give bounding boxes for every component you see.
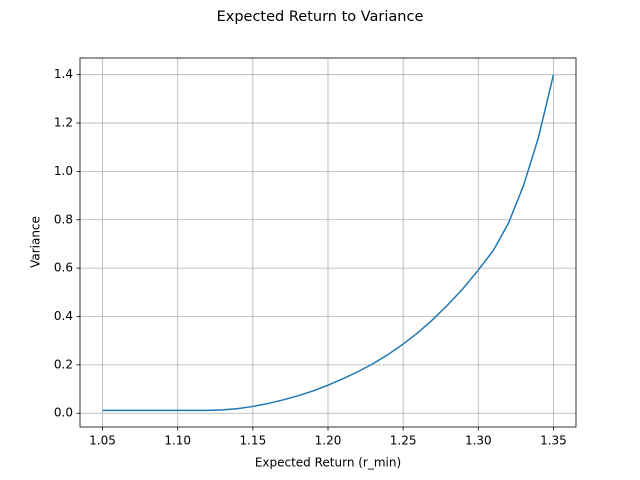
- y-tick-label: 0.0: [54, 406, 73, 420]
- x-tick-label: 1.25: [390, 434, 417, 448]
- x-axis-label: Expected Return (r_min): [255, 456, 401, 470]
- x-tick-label: 1.35: [540, 434, 567, 448]
- chart-title: Expected Return to Variance: [217, 9, 424, 25]
- y-tick-label: 0.4: [54, 309, 73, 323]
- x-tick-label: 1.10: [164, 434, 191, 448]
- y-tick-label: 1.4: [54, 67, 73, 81]
- y-tick-label: 1.0: [54, 164, 73, 178]
- x-tick-label: 1.30: [465, 434, 492, 448]
- y-tick-label: 0.8: [54, 212, 73, 226]
- line: [102, 74, 555, 412]
- x-tick-label: 1.15: [239, 434, 266, 448]
- x-tick-label: 1.05: [89, 434, 116, 448]
- y-tick-label: 1.2: [54, 116, 73, 130]
- y-tick-label: 0.2: [54, 357, 73, 371]
- y-axis-label: Variance: [29, 216, 43, 268]
- plot-frame: [79, 57, 577, 428]
- y-tick-label: 0.6: [54, 261, 73, 275]
- x-tick-label: 1.20: [315, 434, 342, 448]
